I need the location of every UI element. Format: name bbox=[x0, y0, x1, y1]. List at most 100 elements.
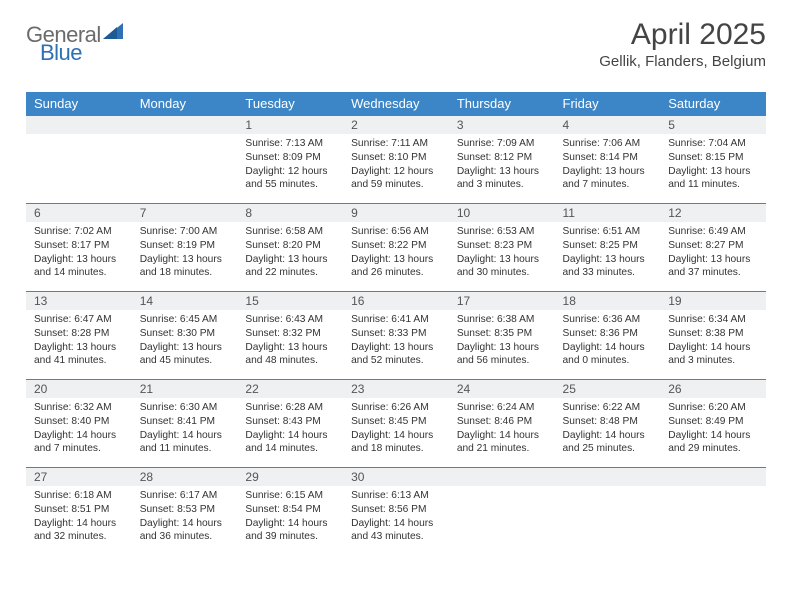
calendar-cell: 5Sunrise: 7:04 AMSunset: 8:15 PMDaylight… bbox=[660, 115, 766, 203]
sunrise-text: Sunrise: 6:22 AM bbox=[563, 401, 653, 415]
weekday-header: Monday bbox=[132, 92, 238, 115]
sunrise-text: Sunrise: 6:45 AM bbox=[140, 313, 230, 327]
day-details: Sunrise: 6:53 AMSunset: 8:23 PMDaylight:… bbox=[449, 222, 555, 283]
sunrise-text: Sunrise: 7:04 AM bbox=[668, 137, 758, 151]
day-number: 6 bbox=[26, 203, 132, 222]
calendar-cell: 25Sunrise: 6:22 AMSunset: 8:48 PMDayligh… bbox=[555, 379, 661, 467]
sunset-text: Sunset: 8:27 PM bbox=[668, 239, 758, 253]
day-number: 20 bbox=[26, 379, 132, 398]
day-number: 4 bbox=[555, 115, 661, 134]
sunrise-text: Sunrise: 6:38 AM bbox=[457, 313, 547, 327]
calendar-cell: 17Sunrise: 6:38 AMSunset: 8:35 PMDayligh… bbox=[449, 291, 555, 379]
sunrise-text: Sunrise: 6:18 AM bbox=[34, 489, 124, 503]
calendar-cell: 16Sunrise: 6:41 AMSunset: 8:33 PMDayligh… bbox=[343, 291, 449, 379]
daylight-text: Daylight: 13 hours and 26 minutes. bbox=[351, 253, 441, 281]
sunset-text: Sunset: 8:15 PM bbox=[668, 151, 758, 165]
sunset-text: Sunset: 8:30 PM bbox=[140, 327, 230, 341]
sunrise-text: Sunrise: 6:36 AM bbox=[563, 313, 653, 327]
day-details: Sunrise: 6:28 AMSunset: 8:43 PMDaylight:… bbox=[237, 398, 343, 459]
sunrise-text: Sunrise: 6:49 AM bbox=[668, 225, 758, 239]
day-number: 30 bbox=[343, 467, 449, 486]
day-number: 19 bbox=[660, 291, 766, 310]
daylight-text: Daylight: 13 hours and 37 minutes. bbox=[668, 253, 758, 281]
day-number: 8 bbox=[237, 203, 343, 222]
calendar-cell: 20Sunrise: 6:32 AMSunset: 8:40 PMDayligh… bbox=[26, 379, 132, 467]
calendar-cell: 28Sunrise: 6:17 AMSunset: 8:53 PMDayligh… bbox=[132, 467, 238, 555]
day-number: 27 bbox=[26, 467, 132, 486]
sunset-text: Sunset: 8:53 PM bbox=[140, 503, 230, 517]
sunset-text: Sunset: 8:35 PM bbox=[457, 327, 547, 341]
brand-triangle-icon bbox=[103, 23, 123, 44]
day-number-bar-empty bbox=[449, 467, 555, 486]
day-details: Sunrise: 6:30 AMSunset: 8:41 PMDaylight:… bbox=[132, 398, 238, 459]
calendar-cell: 14Sunrise: 6:45 AMSunset: 8:30 PMDayligh… bbox=[132, 291, 238, 379]
sunrise-text: Sunrise: 6:34 AM bbox=[668, 313, 758, 327]
sunrise-text: Sunrise: 6:26 AM bbox=[351, 401, 441, 415]
daylight-text: Daylight: 14 hours and 25 minutes. bbox=[563, 429, 653, 457]
daylight-text: Daylight: 13 hours and 56 minutes. bbox=[457, 341, 547, 369]
day-number-bar-empty bbox=[660, 467, 766, 486]
sunset-text: Sunset: 8:17 PM bbox=[34, 239, 124, 253]
daylight-text: Daylight: 14 hours and 18 minutes. bbox=[351, 429, 441, 457]
calendar-week-row: 27 Sunrise: 6:18 AMSunset: 8:51 PM Dayligh… bbox=[26, 467, 766, 555]
daylight-text: Daylight: 14 hours and 7 minutes. bbox=[34, 429, 124, 457]
sunset-text: Sunset: 8:45 PM bbox=[351, 415, 441, 429]
day-number: 24 bbox=[449, 379, 555, 398]
sunrise-text: Sunrise: 6:17 AM bbox=[140, 489, 230, 503]
calendar-cell: 29Sunrise: 6:15 AMSunset: 8:54 PMDayligh… bbox=[237, 467, 343, 555]
daylight-text: Daylight: 14 hours and 21 minutes. bbox=[457, 429, 547, 457]
sunrise-text: Sunrise: 6:51 AM bbox=[563, 225, 653, 239]
sunset-text: Sunset: 8:25 PM bbox=[563, 239, 653, 253]
day-number: 12 bbox=[660, 203, 766, 222]
calendar-cell-empty bbox=[132, 115, 238, 203]
calendar-cell: 4Sunrise: 7:06 AMSunset: 8:14 PMDaylight… bbox=[555, 115, 661, 203]
sunset-text: Sunset: 8:32 PM bbox=[245, 327, 335, 341]
sunset-text: Sunset: 8:56 PM bbox=[351, 503, 441, 517]
day-number: 17 bbox=[449, 291, 555, 310]
daylight-text: Daylight: 14 hours and 43 minutes. bbox=[351, 517, 441, 545]
day-number: 14 bbox=[132, 291, 238, 310]
day-number: 25 bbox=[555, 379, 661, 398]
calendar-cell: 22Sunrise: 6:28 AMSunset: 8:43 PMDayligh… bbox=[237, 379, 343, 467]
sunrise-text: Sunrise: 7:13 AM bbox=[245, 137, 335, 151]
daylight-text: Daylight: 14 hours and 11 minutes. bbox=[140, 429, 230, 457]
day-details: Sunrise: 6:43 AMSunset: 8:32 PMDaylight:… bbox=[237, 310, 343, 371]
day-details: Sunrise: 6:38 AMSunset: 8:35 PMDaylight:… bbox=[449, 310, 555, 371]
calendar-cell: 8Sunrise: 6:58 AMSunset: 8:20 PMDaylight… bbox=[237, 203, 343, 291]
weekday-header: Tuesday bbox=[237, 92, 343, 115]
day-number: 22 bbox=[237, 379, 343, 398]
day-number: 26 bbox=[660, 379, 766, 398]
calendar-week-row: 1Sunrise: 7:13 AMSunset: 8:09 PMDaylight… bbox=[26, 115, 766, 203]
header-right: April 2025 Gellik, Flanders, Belgium bbox=[599, 18, 766, 70]
sunrise-text: Sunrise: 6:58 AM bbox=[245, 225, 335, 239]
day-details: Sunrise: 6:47 AMSunset: 8:28 PMDaylight:… bbox=[26, 310, 132, 371]
day-details: Sunrise: 6:32 AMSunset: 8:40 PMDaylight:… bbox=[26, 398, 132, 459]
day-details: Sunrise: 6:22 AMSunset: 8:48 PMDaylight:… bbox=[555, 398, 661, 459]
sunrise-text: Sunrise: 6:30 AM bbox=[140, 401, 230, 415]
day-number: 2 bbox=[343, 115, 449, 134]
sunrise-text: Sunrise: 7:11 AM bbox=[351, 137, 441, 151]
sunset-text: Sunset: 8:49 PM bbox=[668, 415, 758, 429]
calendar-cell: 18Sunrise: 6:36 AMSunset: 8:36 PMDayligh… bbox=[555, 291, 661, 379]
daylight-text: Daylight: 14 hours and 14 minutes. bbox=[245, 429, 335, 457]
sunset-text: Sunset: 8:09 PM bbox=[245, 151, 335, 165]
daylight-text: Daylight: 13 hours and 30 minutes. bbox=[457, 253, 547, 281]
day-details: Sunrise: 6:13 AMSunset: 8:56 PMDaylight:… bbox=[343, 486, 449, 547]
weekday-header: Sunday bbox=[26, 92, 132, 115]
daylight-text: Daylight: 14 hours and 36 minutes. bbox=[140, 517, 230, 545]
sunrise-text: Sunrise: 6:28 AM bbox=[245, 401, 335, 415]
daylight-text: Daylight: 13 hours and 52 minutes. bbox=[351, 341, 441, 369]
location-text: Gellik, Flanders, Belgium bbox=[599, 53, 766, 70]
day-number-bar-empty bbox=[132, 115, 238, 134]
sunset-text: Sunset: 8:33 PM bbox=[351, 327, 441, 341]
day-number-bar-empty bbox=[26, 115, 132, 134]
sunset-text: Sunset: 8:51 PM bbox=[34, 503, 124, 517]
day-number: 10 bbox=[449, 203, 555, 222]
day-details: Sunrise: 7:00 AMSunset: 8:19 PMDaylight:… bbox=[132, 222, 238, 283]
calendar-cell: 26Sunrise: 6:20 AMSunset: 8:49 PMDayligh… bbox=[660, 379, 766, 467]
daylight-text: Daylight: 14 hours and 29 minutes. bbox=[668, 429, 758, 457]
sunset-text: Sunset: 8:12 PM bbox=[457, 151, 547, 165]
sunset-text: Sunset: 8:36 PM bbox=[563, 327, 653, 341]
sunrise-text: Sunrise: 6:15 AM bbox=[245, 489, 335, 503]
calendar-cell: 7Sunrise: 7:00 AMSunset: 8:19 PMDaylight… bbox=[132, 203, 238, 291]
